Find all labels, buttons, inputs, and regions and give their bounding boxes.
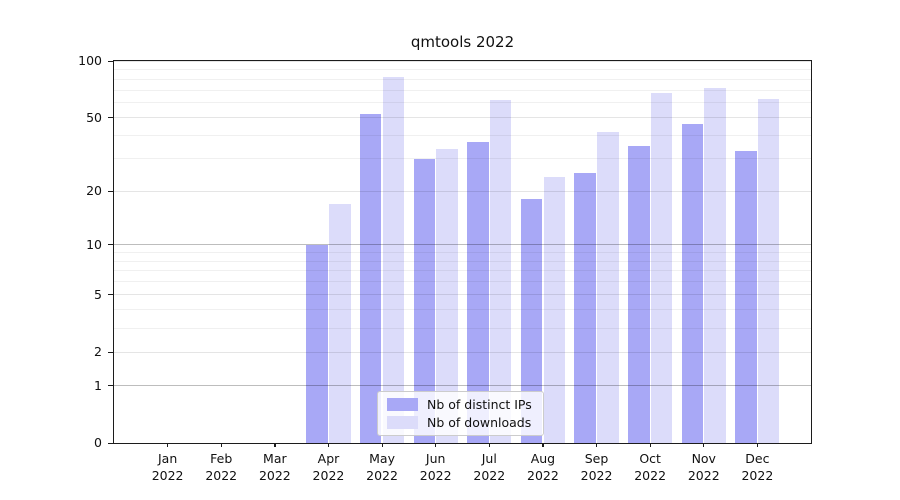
xtick-label-mar: Mar 2022 (258, 451, 291, 483)
ytick-label-5: 5 (94, 286, 102, 302)
gridline-y-5 (114, 294, 811, 296)
xtick-label-jun: Jun 2022 (419, 451, 452, 483)
xtick-mark-jul (488, 443, 490, 447)
bar-sep-distinct-ips (574, 173, 596, 443)
xtick-mark-jan (167, 443, 169, 447)
bar-oct-downloads (650, 92, 673, 443)
bar-apr-downloads (329, 203, 351, 443)
bar-may-downloads (382, 77, 405, 443)
gridline-y-50 (114, 117, 811, 119)
xtick-mark-oct (649, 443, 651, 447)
legend-label-distinct-ips: Nb of distinct IPs (427, 397, 532, 412)
legend-row: Nb of downloads (387, 415, 534, 430)
bar-dec-downloads (757, 98, 780, 443)
xtick-label-sep: Sep 2022 (580, 451, 613, 483)
gridline-y-6 (114, 281, 811, 283)
gridline-y-9 (114, 251, 811, 253)
xtick-mark-mar (274, 443, 276, 447)
ytick-label-20: 20 (86, 183, 102, 198)
legend-swatch-downloads (387, 416, 418, 429)
gridline-y-80 (114, 78, 811, 80)
gridline-y-1 (114, 385, 811, 387)
xtick-label-dec: Dec 2022 (741, 451, 774, 483)
ytick-label-1: 1 (94, 377, 102, 393)
gridline-y-10 (114, 244, 811, 246)
ytick-label-0: 0 (94, 435, 102, 450)
xtick-label-apr: Apr 2022 (312, 451, 345, 483)
bar-may-distinct-ips (359, 114, 382, 443)
gridline-y-8 (114, 260, 811, 262)
bar-jul-distinct-ips (467, 141, 489, 443)
xtick-label-oct: Oct 2022 (634, 451, 667, 483)
ytick-label-50: 50 (86, 109, 102, 125)
legend: Nb of distinct IPs Nb of downloads (377, 391, 544, 436)
gridline-y-7 (114, 270, 811, 272)
gridline-y-100 (114, 60, 811, 62)
ytick-mark-5 (108, 294, 113, 296)
xtick-mark-jun (435, 443, 437, 447)
ytick-mark-100 (108, 60, 113, 62)
xtick-mark-feb (220, 443, 222, 447)
gridline-y-20 (114, 190, 811, 192)
xtick-label-jul: Jul 2022 (473, 451, 506, 483)
gridline-y-30 (114, 158, 811, 160)
xtick-label-may: May 2022 (366, 451, 398, 483)
ytick-mark-10 (108, 244, 113, 246)
xtick-label-jan: Jan 2022 (151, 451, 184, 483)
gridline-y-90 (114, 69, 811, 71)
bar-apr-distinct-ips (306, 244, 328, 443)
bar-aug-distinct-ips (520, 199, 543, 443)
gridline-y-70 (114, 89, 811, 91)
xtick-mark-apr (327, 443, 330, 447)
ytick-label-2: 2 (94, 344, 102, 360)
xtick-label-aug: Aug 2022 (527, 451, 559, 483)
ytick-mark-20 (108, 190, 113, 192)
xtick-label-feb: Feb 2022 (205, 451, 238, 483)
ytick-mark-0 (108, 442, 113, 444)
gridline-y-40 (114, 135, 811, 137)
ytick-mark-2 (108, 351, 113, 353)
ytick-label-100: 100 (78, 53, 102, 68)
gridline-y-60 (114, 102, 811, 104)
bar-nov-distinct-ips (681, 124, 704, 443)
bar-dec-distinct-ips (735, 151, 757, 443)
plot-area: Nb of distinct IPs Nb of downloads (113, 60, 812, 444)
bar-jun-downloads (436, 148, 458, 443)
bar-sep-downloads (597, 131, 619, 443)
bar-nov-downloads (704, 87, 726, 443)
gridline-y-4 (114, 309, 811, 311)
bar-aug-downloads (543, 176, 566, 443)
xtick-mark-aug (542, 443, 544, 447)
legend-label-downloads: Nb of downloads (427, 415, 532, 430)
bar-oct-distinct-ips (628, 146, 650, 443)
gridline-y-3 (114, 327, 811, 329)
gridline-y-2 (114, 351, 811, 353)
xtick-mark-dec (756, 443, 759, 447)
xtick-mark-nov (703, 443, 705, 447)
bar-jul-downloads (489, 100, 512, 443)
xtick-label-nov: Nov 2022 (687, 451, 720, 483)
ytick-label-10: 10 (86, 236, 102, 252)
legend-row: Nb of distinct IPs (387, 397, 534, 412)
ytick-mark-50 (108, 117, 113, 119)
legend-swatch-distinct-ips (387, 398, 418, 411)
xtick-mark-sep (596, 443, 598, 447)
ytick-mark-1 (108, 385, 113, 387)
bar-jun-distinct-ips (413, 158, 436, 443)
xtick-mark-may (381, 443, 383, 447)
chart-title: qmtools 2022 (410, 33, 515, 51)
